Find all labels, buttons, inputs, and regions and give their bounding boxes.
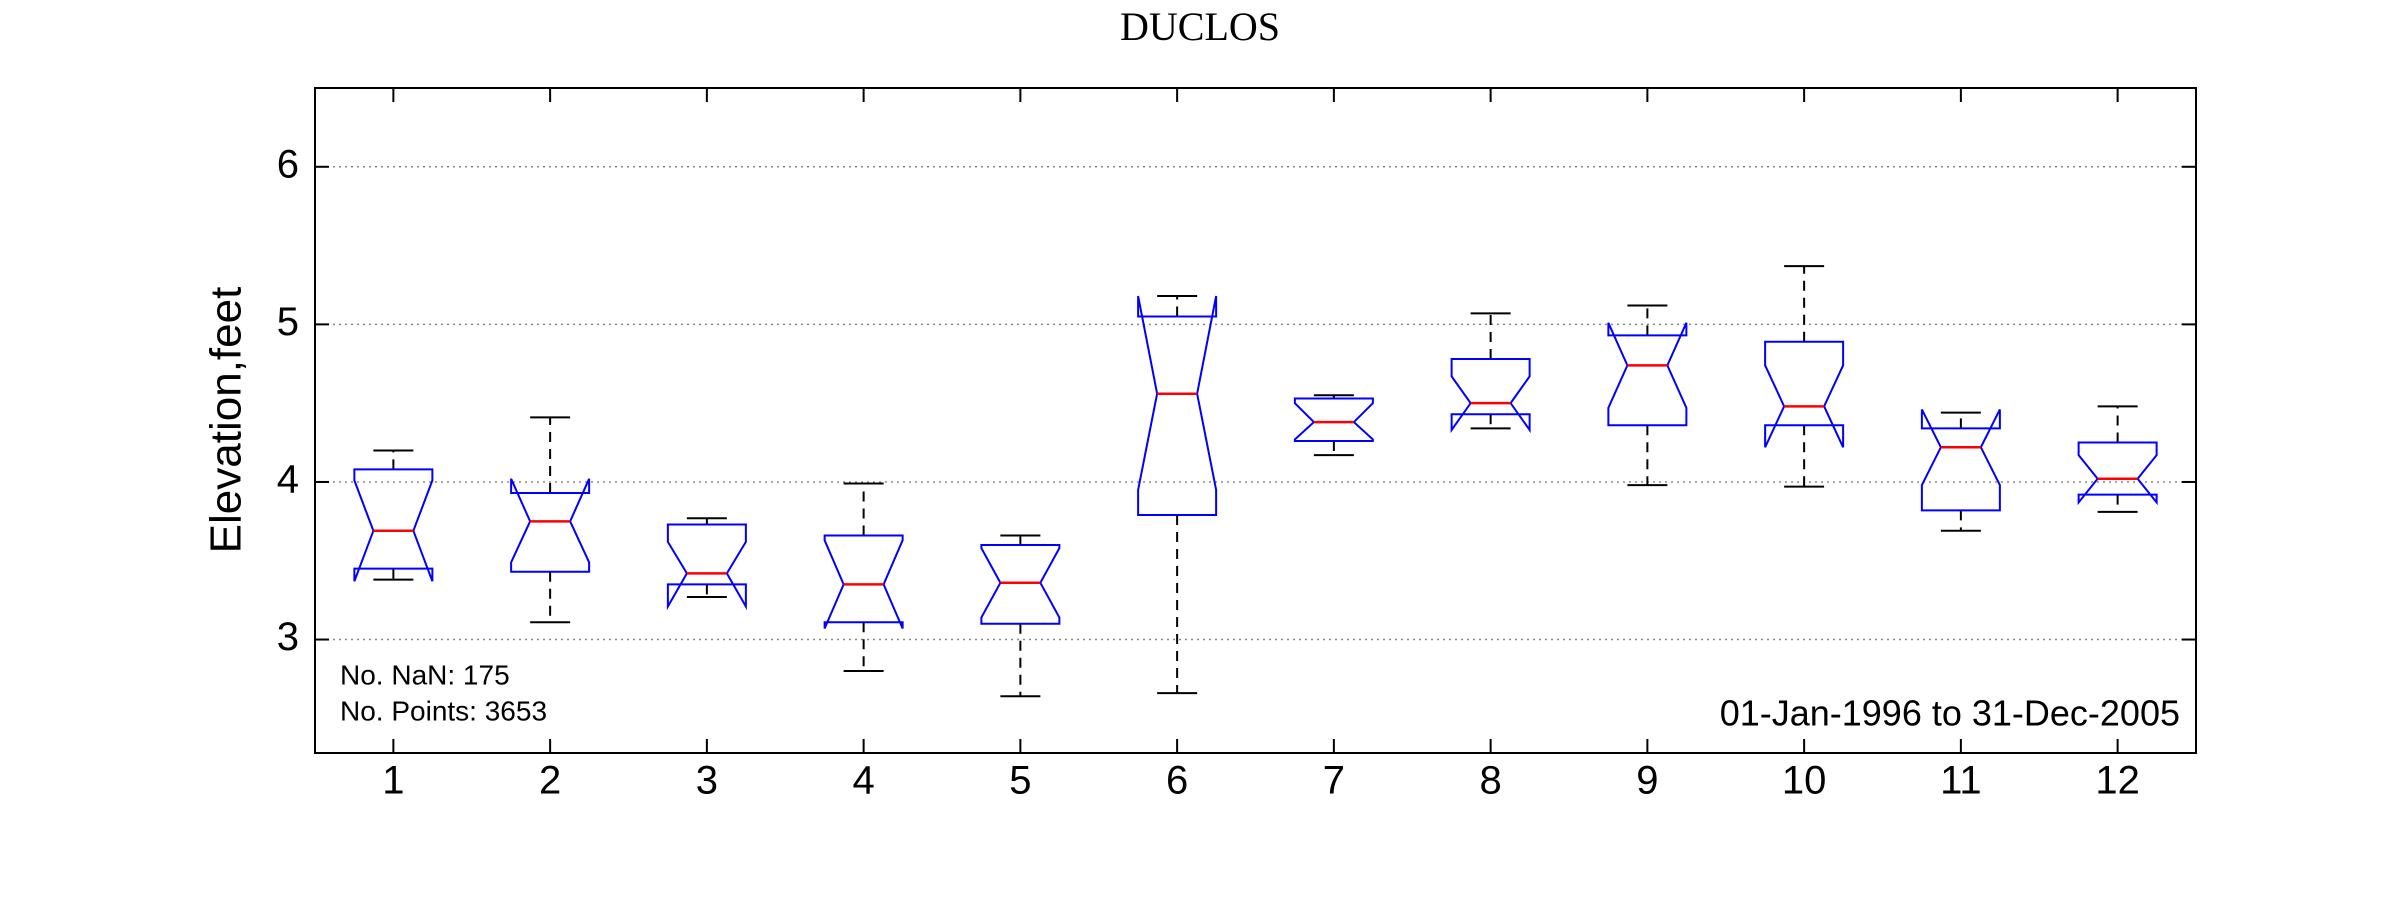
annotation: 01-Jan-1996 to 31-Dec-2005 xyxy=(1720,693,2180,734)
x-tick-label: 6 xyxy=(1166,759,1188,803)
x-tick-label: 8 xyxy=(1480,759,1502,803)
x-tick-label: 10 xyxy=(1782,759,1827,803)
box xyxy=(1764,340,1845,448)
y-axis-label: Elevation,feet xyxy=(202,287,251,554)
x-tick-label: 5 xyxy=(1009,759,1031,803)
box xyxy=(1293,397,1374,442)
x-tick-label: 12 xyxy=(2095,759,2140,803)
y-tick-label: 3 xyxy=(277,615,299,659)
box xyxy=(1920,409,2001,512)
x-tick-label: 1 xyxy=(382,759,404,803)
y-tick-label: 6 xyxy=(277,142,299,186)
plot-frame xyxy=(314,87,2197,754)
box xyxy=(666,523,747,611)
box xyxy=(2077,441,2158,506)
box xyxy=(510,478,591,573)
x-tick-label: 11 xyxy=(1940,759,1982,803)
x-tick-label: 7 xyxy=(1323,759,1345,803)
box xyxy=(823,534,904,629)
y-tick-label: 4 xyxy=(277,458,299,502)
box xyxy=(980,543,1061,625)
chart-title: DUCLOS xyxy=(1120,4,1280,49)
box xyxy=(1607,322,1688,427)
y-tick-label: 5 xyxy=(277,300,299,344)
box xyxy=(1137,295,1218,517)
x-tick-label: 9 xyxy=(1636,759,1658,803)
x-tick-label: 4 xyxy=(853,759,875,803)
annotation: No. NaN: 175 xyxy=(340,659,510,690)
annotation: No. Points: 3653 xyxy=(340,695,547,726)
box xyxy=(353,468,434,582)
x-tick-label: 3 xyxy=(696,759,718,803)
box xyxy=(1450,358,1531,434)
x-tick-label: 2 xyxy=(539,759,561,803)
